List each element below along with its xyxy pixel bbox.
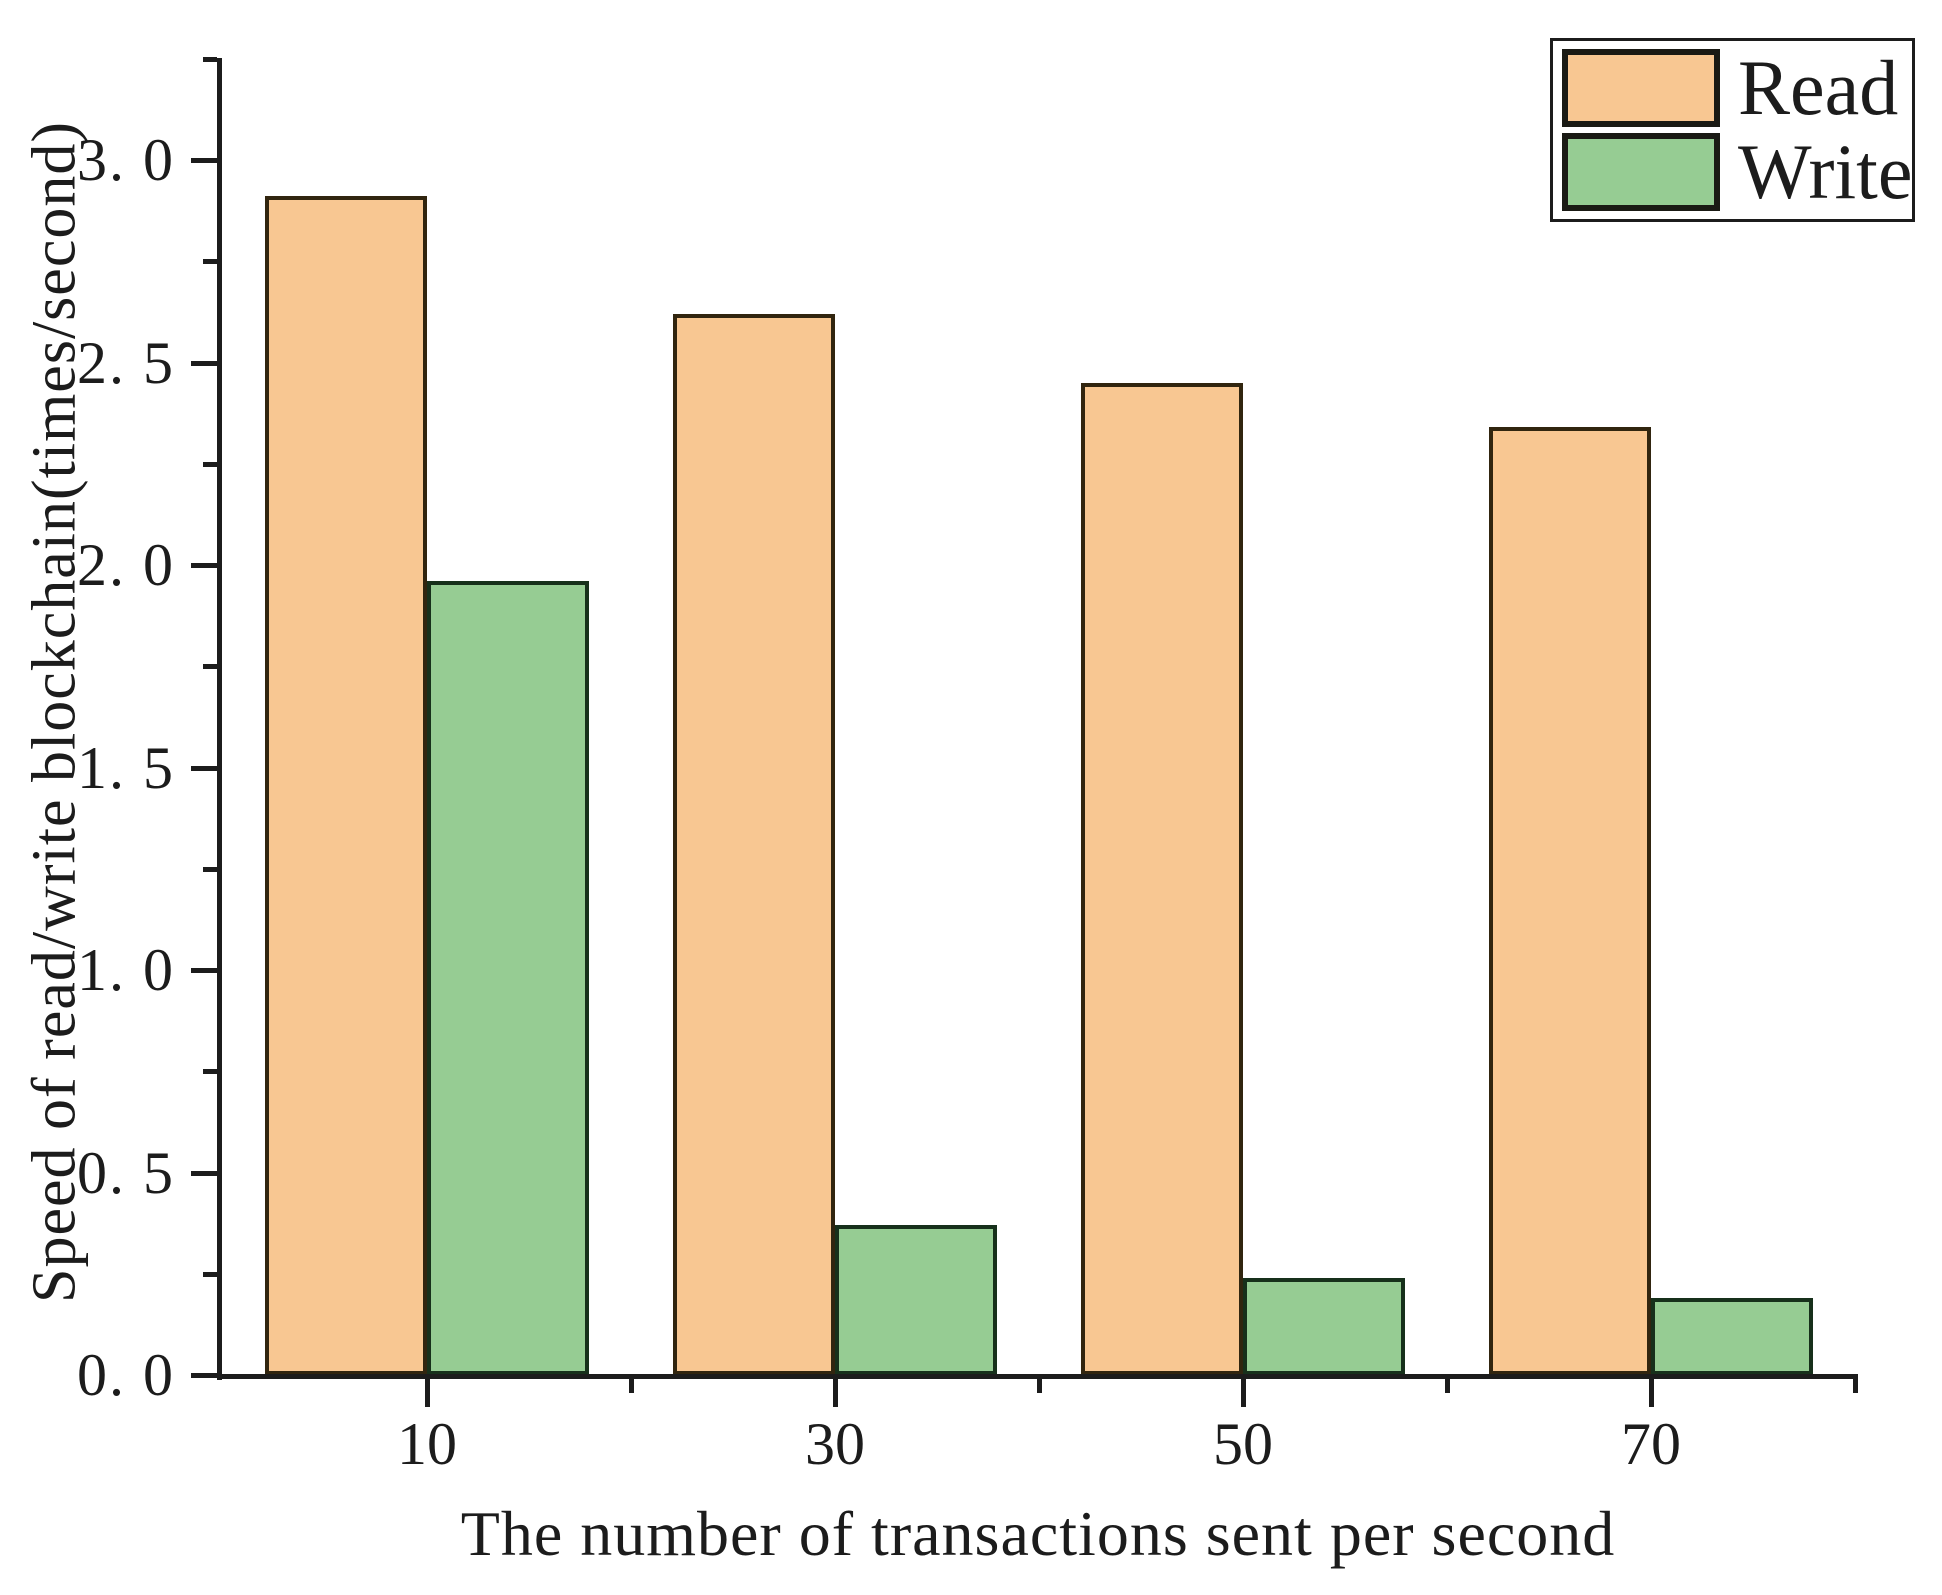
x-major-tick [1241, 1379, 1246, 1407]
y-tick-label: 2. 0 [77, 532, 175, 598]
x-axis-title: The number of transactions sent per seco… [460, 1498, 1616, 1569]
bar-write-10 [427, 581, 589, 1375]
legend: Read Write [1550, 38, 1915, 222]
x-minor-tick [1037, 1379, 1042, 1393]
y-major-tick [191, 1170, 217, 1176]
x-minor-tick [629, 1379, 634, 1393]
bar-read-10 [265, 196, 427, 1375]
y-major-tick [191, 1373, 217, 1378]
x-axis-spine [217, 1374, 1858, 1379]
y-axis-spine [217, 58, 222, 1380]
bar-read-30 [673, 313, 835, 1375]
x-major-tick [425, 1379, 430, 1407]
legend-label-read: Read [1738, 44, 1899, 131]
x-tick-label: 70 [1621, 1411, 1681, 1477]
legend-item-write: Write [1562, 132, 1912, 212]
y-major-tick [191, 765, 217, 771]
x-minor-tick [1853, 1379, 1858, 1393]
bar-read-50 [1081, 382, 1243, 1375]
y-minor-tick [203, 664, 217, 670]
y-tick-label: 1. 5 [77, 734, 175, 801]
y-tick-label: 2. 5 [77, 329, 175, 396]
y-minor-tick [203, 259, 217, 265]
bar-write-30 [835, 1225, 997, 1375]
bar-read-70 [1489, 427, 1651, 1375]
y-tick-label: 0. 0 [77, 1342, 175, 1408]
read-series-swatch [1562, 49, 1720, 127]
y-minor-tick [203, 1069, 217, 1075]
y-tick-label: 1. 0 [77, 937, 175, 1003]
legend-item-read: Read [1562, 48, 1912, 128]
y-minor-tick [203, 461, 217, 467]
bar-write-50 [1243, 1277, 1405, 1375]
y-major-tick [191, 968, 217, 973]
x-tick-label: 50 [1213, 1411, 1273, 1477]
write-series-swatch [1562, 133, 1720, 211]
x-minor-tick [1445, 1379, 1450, 1393]
y-major-tick [191, 563, 217, 568]
x-major-tick [833, 1379, 838, 1407]
y-minor-tick [203, 866, 217, 872]
y-minor-tick [203, 1271, 217, 1277]
y-tick-label: 3. 0 [77, 127, 175, 193]
y-major-tick [191, 158, 217, 163]
legend-label-write: Write [1738, 128, 1913, 215]
bar-write-70 [1651, 1298, 1813, 1375]
y-tick-label: 0. 5 [77, 1139, 175, 1206]
x-tick-label: 30 [805, 1411, 865, 1477]
y-major-tick [191, 360, 217, 366]
y-axis-title: Speed of read/write blockchain(times/sec… [20, 121, 89, 1303]
x-tick-label: 10 [397, 1411, 457, 1477]
y-minor-tick [203, 56, 217, 62]
x-major-tick [1649, 1379, 1654, 1407]
